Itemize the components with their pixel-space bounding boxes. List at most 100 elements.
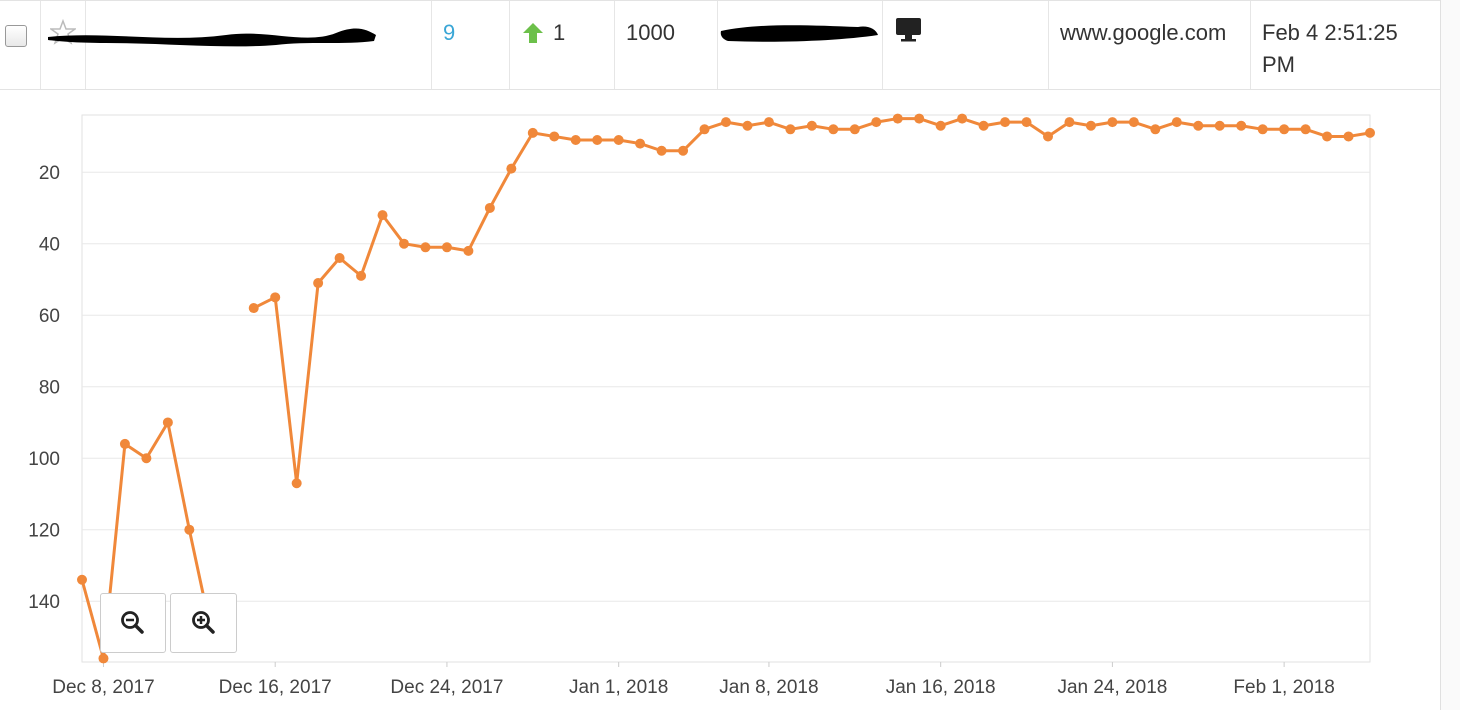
point [1322,131,1333,142]
keyword-cell [48,1,431,89]
point [1128,117,1139,128]
point [527,127,538,138]
point [506,163,517,174]
point [1064,117,1075,128]
point [356,270,367,281]
point [613,135,624,146]
date-cell: Feb 4 2:51:25 PM [1250,1,1440,89]
point [1214,120,1225,131]
x-tick-label: Feb 1, 2018 [1233,677,1334,698]
point [978,120,989,131]
line [80,117,1371,660]
volume-cell: 1000 [614,1,717,89]
plot-border [81,114,1371,663]
point [828,124,839,135]
x-tick-label: Jan 16, 2018 [886,677,996,698]
point [1085,120,1096,131]
zoom-out-icon [121,611,144,634]
point [1279,124,1290,135]
point [1043,131,1053,142]
point [656,145,667,156]
up-arrow [523,23,543,43]
y-tick-label: 100 [28,449,60,470]
point [184,524,195,535]
point [1000,117,1011,128]
x-tick-label: Dec 16, 2017 [219,677,332,698]
point [635,138,646,149]
point [592,135,603,146]
point [914,113,925,124]
point [77,574,87,585]
url-cell: www.google.com [1048,1,1250,89]
zoom-in-icon [192,611,215,634]
point [270,292,281,303]
point [119,438,130,449]
point [1171,117,1182,128]
change-cell: 1 [509,1,614,89]
x-tick-label: Jan 1, 2018 [569,677,668,698]
point [935,120,946,131]
position[interactable]: 9 [443,20,456,45]
y-tick-label: 60 [39,306,60,327]
y-tick-label: 40 [39,235,60,256]
x-tick-label: Jan 8, 2018 [719,677,818,698]
point [98,653,109,664]
point [570,135,581,146]
desktop-icon [896,18,921,42]
point [1236,120,1247,131]
point [484,202,495,213]
y-tick-label: 140 [28,592,60,613]
point [248,303,259,314]
url: www.google.com [1060,20,1227,45]
zoom-out-button[interactable] [100,593,166,653]
point [313,278,324,289]
point [1257,124,1268,135]
point [1150,124,1161,135]
point [549,131,560,142]
point [141,453,152,464]
point [334,253,345,264]
point [420,242,431,253]
point [291,478,302,489]
point [399,238,409,249]
date: Feb 4 2:51:25 PM [1262,20,1398,77]
device-cell [882,1,1048,89]
point [463,245,474,256]
scrollbar [1440,0,1460,710]
position-cell: 9 [431,1,509,89]
checkbox-cell [0,1,40,89]
x-tick-label: Dec 24, 2017 [390,677,503,698]
x-tick-label: Jan 24, 2018 [1057,677,1167,698]
point [699,124,710,135]
point [1107,117,1118,128]
point [892,113,903,124]
x-tick-label: Dec 8, 2017 [52,677,154,698]
point [1021,117,1032,128]
y-tick-label: 120 [28,521,60,542]
point [1365,127,1375,138]
point [763,117,774,128]
point [785,124,796,135]
change: 1 [553,20,566,45]
point [806,120,817,131]
point [1193,120,1204,131]
point [1343,131,1354,142]
checkbox[interactable] [5,25,27,47]
volume: 1000 [626,20,675,45]
table-row: 9 1 1000 www.google.com Feb 4 2:51:25 PM [0,0,1440,90]
point [1300,124,1311,135]
point [162,417,173,428]
point [742,120,753,131]
y-tick-label: 20 [39,163,60,184]
point [721,117,731,128]
point [849,124,860,135]
point [871,117,882,128]
zoom-in-button[interactable] [170,593,237,653]
point [441,242,452,253]
y-tick-label: 80 [39,378,60,399]
point [957,113,968,124]
point [377,210,388,221]
redacted-cell [717,1,882,89]
redaction [48,28,376,47]
